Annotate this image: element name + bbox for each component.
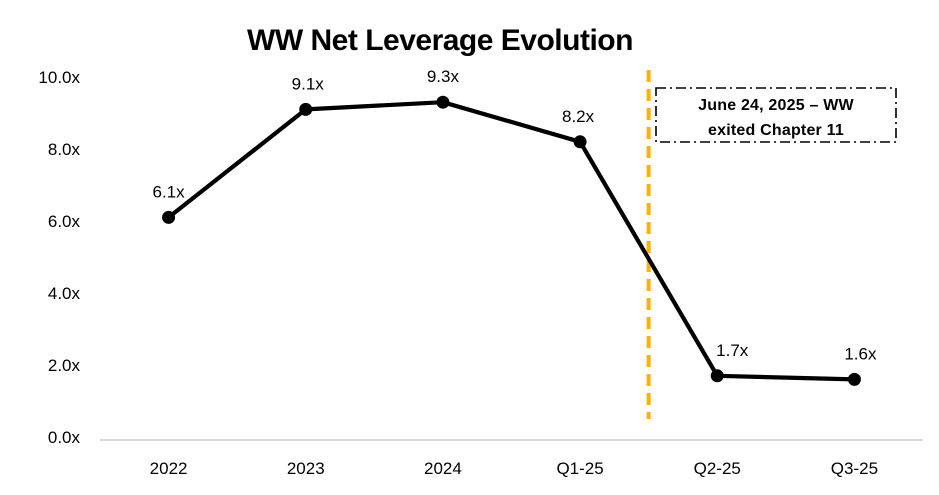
x-tick-label: 2022 (150, 459, 188, 478)
data-point (710, 369, 724, 383)
x-tick-label: Q3-25 (831, 459, 878, 478)
x-tick-label: Q1-25 (556, 459, 603, 478)
chart-title: WW Net Leverage Evolution (247, 24, 633, 57)
data-point (162, 210, 176, 224)
y-tick-label: 10.0x (38, 68, 80, 87)
data-point-label: 1.7x (716, 341, 749, 360)
y-axis-tick-labels: 0.0x 2.0x 4.0x 6.0x 8.0x 10.0x (38, 68, 80, 447)
y-tick-label: 8.0x (48, 140, 81, 159)
data-point-label: 6.1x (153, 182, 186, 201)
annotation-group: June 24, 2025 – WW exited Chapter 11 (655, 87, 897, 143)
net-leverage-series-line (166, 100, 857, 382)
data-point (436, 95, 450, 109)
data-point (847, 372, 861, 386)
y-tick-label: 0.0x (48, 428, 81, 447)
annotation-line1: June 24, 2025 – WW (698, 97, 854, 114)
y-tick-label: 4.0x (48, 284, 81, 303)
data-point-label: 8.2x (562, 107, 595, 126)
y-tick-label: 2.0x (48, 356, 81, 375)
x-tick-label: 2024 (424, 459, 462, 478)
y-tick-label: 6.0x (48, 212, 81, 231)
data-point-label: 1.6x (844, 344, 877, 363)
x-axis-tick-labels: 2022 2023 2024 Q1-25 Q2-25 Q3-25 (150, 459, 878, 478)
annotation-box (655, 87, 897, 143)
data-point-labels: 6.1x 9.1x 9.3x 8.2x 1.7x 1.6x (153, 67, 877, 363)
x-tick-label: Q2-25 (694, 459, 741, 478)
data-point-label: 9.3x (427, 67, 460, 86)
data-point (573, 135, 587, 149)
data-point-label: 9.1x (292, 74, 325, 93)
data-point-markers (162, 95, 861, 386)
data-point (299, 102, 313, 116)
x-tick-label: 2023 (287, 459, 325, 478)
annotation-line2: exited Chapter 11 (708, 122, 844, 139)
